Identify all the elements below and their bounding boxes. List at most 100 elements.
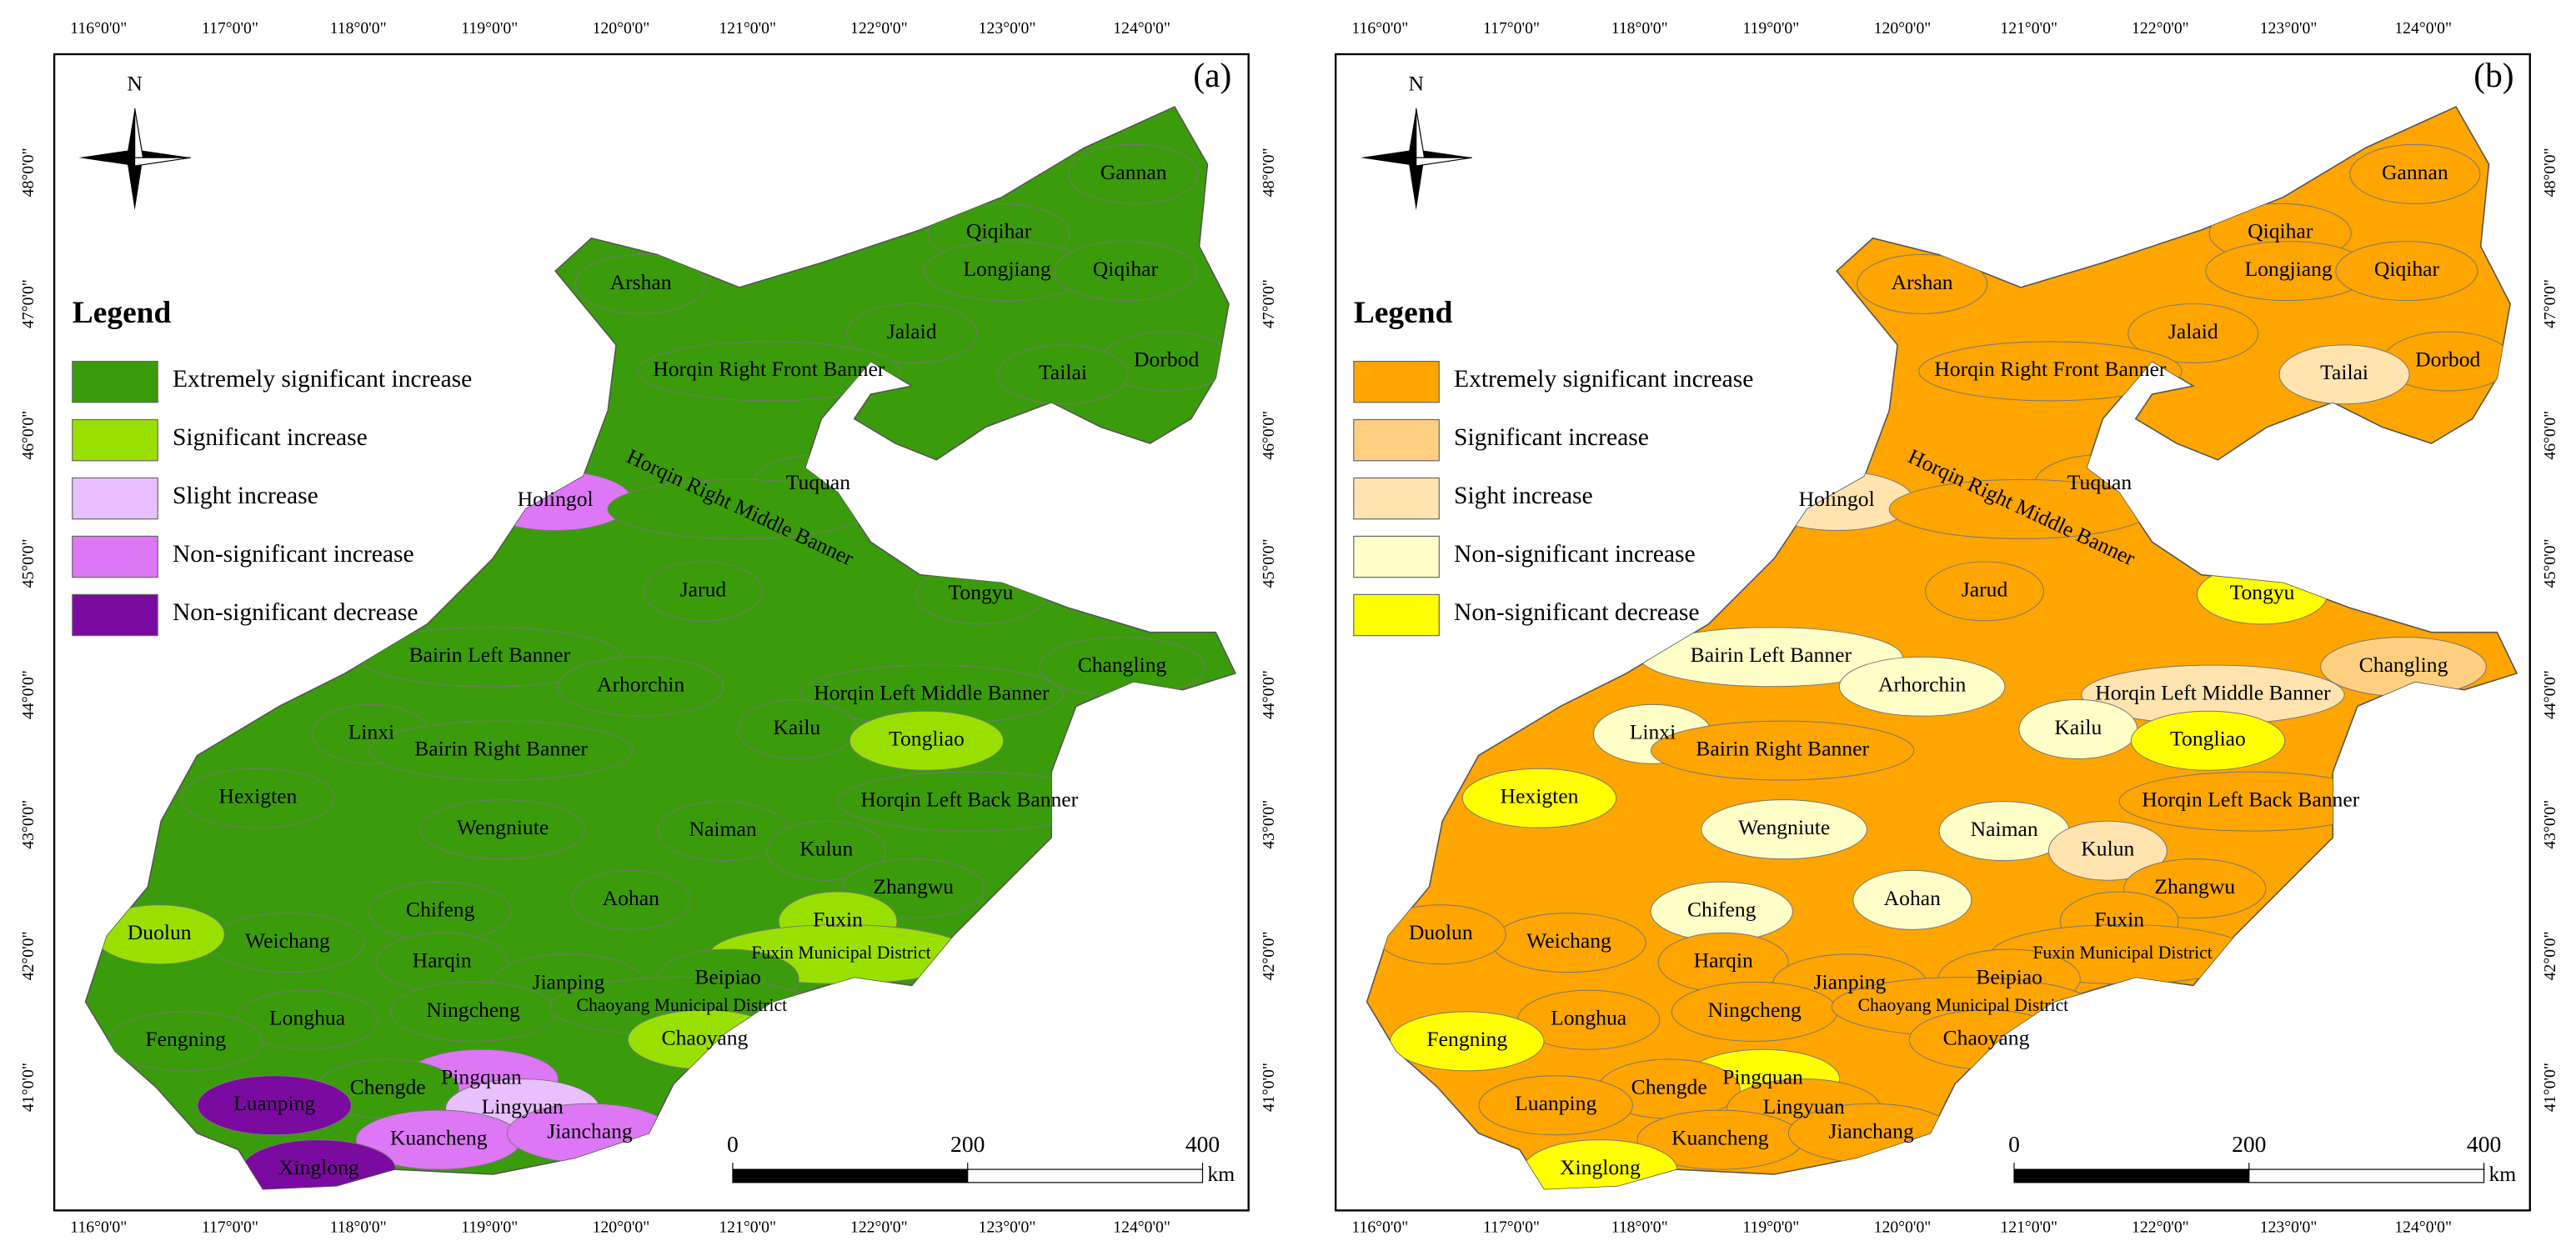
region-label: Tailai — [2320, 360, 2368, 384]
region-patch — [637, 341, 901, 402]
region-label: Dorbod — [1134, 347, 1199, 371]
region-patch — [1852, 869, 1972, 930]
region-label: Horqin Left Back Banner — [2142, 788, 2359, 812]
region-label: Arhorchin — [597, 673, 684, 697]
region-patch — [2047, 820, 2168, 881]
panel-frame — [53, 53, 1250, 1212]
legend-label: Non-significant decrease — [173, 599, 418, 626]
region-label: Bairin Right Banner — [1696, 736, 1869, 760]
region-label: Holingol — [1799, 487, 1875, 511]
scale-unit: km — [2489, 1162, 2517, 1186]
region-label: Dorbod — [2415, 347, 2480, 371]
region-label: Zhangwu — [873, 874, 954, 898]
longitude-label: 124°0'0" — [2394, 19, 2452, 38]
latitude-label: 44°0'0" — [1260, 670, 1278, 719]
latitude-label: 42°0'0" — [19, 931, 38, 980]
region-label: Longhua — [269, 1006, 346, 1030]
region-label: Chifeng — [406, 898, 475, 922]
longitude-label: 118°0'0" — [1611, 1218, 1668, 1237]
region-label: Chaoyang — [1943, 1025, 2030, 1049]
region-label: Zhangwu — [2154, 874, 2235, 898]
map-panel: Gannan Qiqihar Longjiang Qiqihar Arshan Jalai… — [1334, 53, 2531, 1212]
longitude-label: 120°0'0" — [593, 19, 650, 38]
latitude-label: 48°0'0" — [2541, 148, 2559, 197]
longitude-label: 120°0'0" — [1874, 19, 1932, 38]
longitude-label: 118°0'0" — [330, 19, 387, 38]
region-label: Hexigten — [1501, 784, 1579, 808]
region-label: Chaoyang Municipal District — [577, 995, 788, 1015]
legend-label: Slight increase — [173, 483, 318, 509]
latitude-label: 41°0'0" — [19, 1063, 38, 1112]
region-label: Tuquan — [2067, 470, 2132, 494]
latitude-label: 41°0'0" — [2541, 1063, 2559, 1112]
longitude-label: 124°0'0" — [2394, 1218, 2452, 1237]
region-label: Duolun — [128, 920, 192, 944]
longitude-label: 121°0'0" — [719, 1218, 776, 1237]
region-label: Jalaid — [2168, 319, 2218, 343]
region-patch — [644, 561, 763, 622]
longitude-label: 119°0'0" — [461, 19, 518, 38]
longitude-label: 116°0'0" — [1351, 1218, 1408, 1237]
north-label: N — [1408, 71, 1424, 95]
region-label: Changling — [2359, 653, 2448, 677]
longitude-label: 120°0'0" — [1874, 1218, 1932, 1237]
region-label: Changling — [1078, 653, 1167, 677]
region-label: Kailu — [773, 715, 820, 739]
region-label: Aohan — [1884, 886, 1941, 910]
longitude-label: 121°0'0" — [2000, 19, 2057, 38]
region-label: Horqin Left Middle Banner — [814, 680, 1050, 704]
legend-label: Extremely significant increase — [1454, 366, 1753, 393]
region-label: Fengning — [1426, 1027, 1507, 1051]
region-label: Lingyuan — [482, 1094, 564, 1118]
region-patch — [997, 344, 1129, 405]
longitude-label: 122°0'0" — [2132, 1218, 2189, 1237]
latitude-label: 47°0'0" — [1260, 279, 1278, 328]
scale-label: 200 — [2232, 1131, 2266, 1157]
region-label: Tailai — [1039, 360, 1087, 384]
region-label: Naiman — [689, 817, 757, 841]
region-label: Jarud — [1962, 577, 2008, 601]
scale-bar-black — [732, 1168, 969, 1183]
region-label: Tongyu — [949, 580, 1014, 604]
region-label: Linxi — [1630, 720, 1676, 744]
longitude-label: 116°0'0" — [70, 19, 127, 38]
legend-swatch — [72, 418, 158, 462]
region-label: Kulun — [2081, 837, 2134, 861]
region-label: Pingquan — [1722, 1065, 1803, 1089]
region-patch — [1054, 241, 1197, 302]
north-arrow-light — [1416, 157, 1472, 167]
region-patch — [1461, 768, 1617, 828]
region-patch — [2130, 710, 2286, 771]
region-label: Horqin Left Middle Banner — [2095, 680, 2331, 704]
region-label: Harqin — [413, 948, 472, 973]
region-patch — [197, 1075, 352, 1136]
legend-swatch — [72, 535, 158, 578]
region-label: Duolun — [1409, 920, 1473, 944]
region-label: Chengde — [1631, 1074, 1707, 1098]
legend-swatch — [72, 360, 158, 403]
region-patch — [1838, 656, 2006, 717]
region-label: Chengde — [350, 1074, 426, 1098]
region-label: Wengniute — [1738, 815, 1830, 839]
longitude-label: 117°0'0" — [1483, 1218, 1540, 1237]
latitude-label: 42°0'0" — [1260, 931, 1278, 980]
region-label: Kailu — [2054, 715, 2102, 739]
region-patch — [180, 768, 336, 828]
north-label: N — [127, 71, 143, 95]
region-label: Ningcheng — [1707, 998, 1802, 1022]
region-patch — [368, 720, 634, 781]
latitude-label: 45°0'0" — [1260, 538, 1278, 588]
region-patch — [1701, 799, 1867, 860]
region-label: Horqin Right Front Banner — [653, 357, 885, 381]
region-label: Beipiao — [1976, 964, 2042, 988]
longitude-label: 122°0'0" — [850, 19, 908, 38]
longitude-label: 119°0'0" — [1742, 19, 1799, 38]
legend-label: Significant increase — [173, 424, 368, 451]
region-label: Qiqihar — [1093, 257, 1159, 281]
legend-label: Non-significant decrease — [1454, 599, 1700, 626]
latitude-label: 48°0'0" — [1260, 148, 1278, 197]
legend-swatch — [1353, 593, 1440, 637]
region-patch — [1068, 143, 1200, 204]
region-label: Bairin Left Banner — [1691, 643, 1852, 667]
legend-title: Legend — [1354, 296, 1453, 330]
